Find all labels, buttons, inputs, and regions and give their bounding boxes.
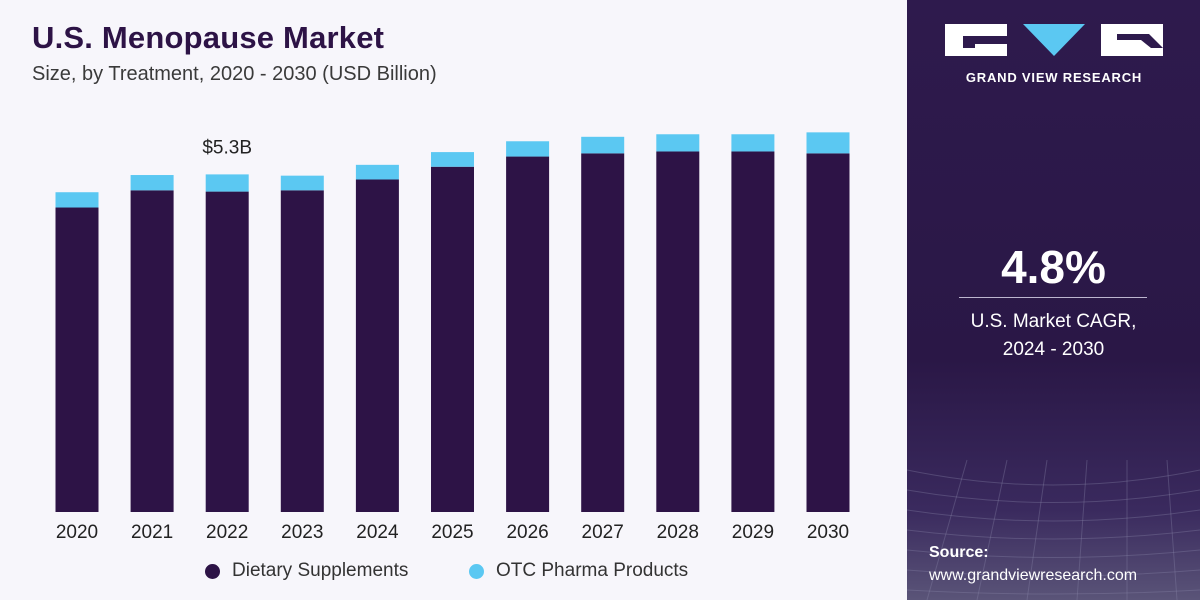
- cagr-divider: [959, 297, 1147, 298]
- cagr-label-line2: 2024 - 2030: [907, 336, 1200, 364]
- bar-dietary-2029: [731, 151, 774, 512]
- legend-label-dietary: Dietary Supplements: [232, 560, 408, 582]
- bar-dietary-2027: [581, 153, 624, 512]
- bar-dietary-2030: [807, 153, 850, 512]
- bar-otc-2029: [731, 134, 774, 151]
- bar-dietary-2022: [206, 192, 249, 512]
- bar-otc-2020: [56, 192, 99, 207]
- source-url[interactable]: www.grandviewresearch.com: [929, 567, 1137, 585]
- chart-panel: U.S. Menopause Market Size, by Treatment…: [0, 0, 907, 600]
- bar-otc-2026: [506, 141, 549, 156]
- brand-name: GRAND VIEW RESEARCH: [945, 70, 1163, 85]
- legend-item-dietary: Dietary Supplements: [205, 560, 408, 582]
- bar-dietary-2028: [656, 151, 699, 512]
- cagr-label: U.S. Market CAGR, 2024 - 2030: [907, 308, 1200, 364]
- x-tick-label-2030: 2030: [807, 522, 849, 543]
- bar-chart: 2020 2021 2022 2023 2024 2025 2026 2027 2028 2029…: [0, 0, 907, 560]
- bar-otc-2030: [807, 132, 850, 153]
- x-tick-label-2025: 2025: [431, 522, 473, 543]
- gvr-logo-icon: [945, 22, 1163, 62]
- grid-decoration: [907, 0, 1200, 600]
- cagr-label-line1: U.S. Market CAGR,: [907, 308, 1200, 336]
- legend-label-otc: OTC Pharma Products: [496, 560, 688, 582]
- x-tick-label-2024: 2024: [356, 522, 399, 543]
- cagr-value: 4.8%: [907, 240, 1200, 294]
- x-tick-label-2020: 2020: [56, 522, 98, 543]
- bar-otc-2021: [131, 175, 174, 190]
- bar-dietary-2020: [56, 208, 99, 512]
- bar-otc-2025: [431, 152, 474, 167]
- x-tick-label-2022: 2022: [206, 522, 248, 543]
- bar-dietary-2021: [131, 190, 174, 512]
- bar-otc-2022: [206, 174, 249, 191]
- chart-legend: Dietary Supplements OTC Pharma Products: [0, 560, 907, 590]
- bar-dietary-2024: [356, 179, 399, 512]
- bar-otc-2024: [356, 165, 399, 180]
- bar-dietary-2026: [506, 157, 549, 512]
- x-tick-label-2021: 2021: [131, 522, 173, 543]
- info-panel: GRAND VIEW RESEARCH 4.8% U.S. Market CAG…: [907, 0, 1200, 600]
- bar-otc-2028: [656, 134, 699, 151]
- x-tick-label-2026: 2026: [506, 522, 548, 543]
- bar-dietary-2025: [431, 167, 474, 512]
- legend-swatch-otc: [469, 564, 484, 579]
- x-tick-label-2029: 2029: [732, 522, 774, 543]
- source-label: Source:: [929, 544, 989, 562]
- bar-dietary-2023: [281, 190, 324, 512]
- bar-otc-2023: [281, 176, 324, 191]
- bar-otc-2027: [581, 137, 624, 154]
- legend-item-otc: OTC Pharma Products: [469, 560, 688, 582]
- x-tick-label-2023: 2023: [281, 522, 323, 543]
- legend-swatch-dietary: [205, 564, 220, 579]
- x-tick-label-2028: 2028: [657, 522, 699, 543]
- data-label-2022: $5.3B: [202, 137, 252, 158]
- brand-logo: GRAND VIEW RESEARCH: [945, 22, 1163, 67]
- x-tick-label-2027: 2027: [582, 522, 624, 543]
